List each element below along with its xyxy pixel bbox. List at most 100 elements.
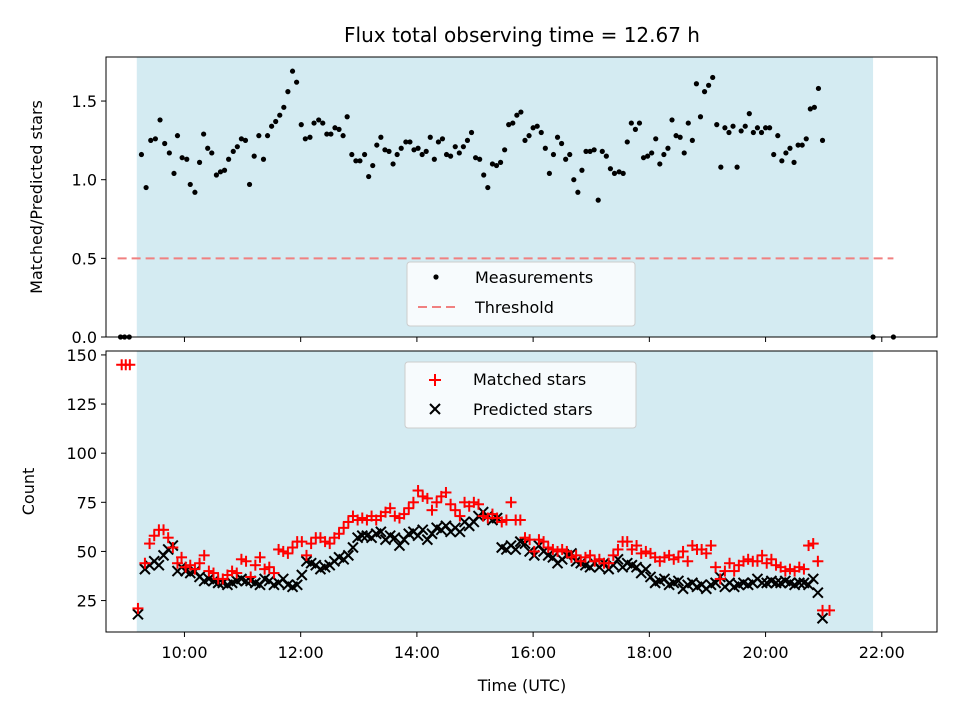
measurement-point xyxy=(171,170,177,177)
matched-point xyxy=(765,553,777,565)
measurement-point xyxy=(701,89,708,95)
matched-point xyxy=(249,559,261,571)
matched-point xyxy=(254,551,266,563)
measurement-point xyxy=(787,145,793,151)
matched-point xyxy=(384,502,396,514)
matched-point xyxy=(305,538,317,550)
measurement-point xyxy=(353,158,359,164)
measurement-point xyxy=(174,133,181,139)
y-tick-label: 25 xyxy=(77,592,97,611)
measurement-point xyxy=(554,134,561,140)
matched-point xyxy=(296,536,308,548)
matched-point xyxy=(421,492,433,504)
count-legend-box xyxy=(404,361,637,429)
measurement-point xyxy=(599,148,605,154)
measurement-point xyxy=(791,159,797,165)
measurement-point xyxy=(260,156,267,162)
measurement-point xyxy=(152,136,158,142)
ratio-y-axis-label: Matched/Predicted stars xyxy=(27,100,46,294)
predicted-point xyxy=(342,549,355,562)
measurement-point xyxy=(673,133,679,139)
measurement-point xyxy=(448,153,454,159)
matched-point xyxy=(167,542,179,554)
measurement-point xyxy=(242,137,249,143)
predicted-point xyxy=(770,577,782,589)
measurement-point xyxy=(407,139,413,145)
matched-point xyxy=(189,563,201,575)
measurement-point xyxy=(669,117,675,123)
count-legend: Matched stars Predicted stars xyxy=(404,361,637,429)
measurement-point xyxy=(439,136,446,142)
matched-point xyxy=(705,540,717,552)
matched-point xyxy=(714,573,726,585)
matched-point xyxy=(524,534,536,546)
measurement-point xyxy=(746,111,752,117)
matched-point xyxy=(139,557,151,569)
measurement-point xyxy=(771,151,777,158)
measurement-point xyxy=(264,133,271,139)
measurement-point xyxy=(238,136,245,142)
measurement-point xyxy=(489,161,496,167)
measurement-point xyxy=(730,123,736,129)
measurement-point xyxy=(148,137,154,143)
measurement-point xyxy=(328,131,334,137)
measurement-point xyxy=(344,114,350,120)
predicted-point xyxy=(756,577,768,589)
matched-point xyxy=(300,549,312,561)
measurement-point xyxy=(460,144,466,150)
matched-point xyxy=(412,485,424,497)
matched-point xyxy=(148,530,160,542)
matched-point xyxy=(807,538,819,550)
measurement-point xyxy=(567,151,573,158)
measurement-point xyxy=(607,166,614,172)
matched-point xyxy=(570,549,582,561)
x-tick-label: 18:00 xyxy=(626,643,672,662)
measurement-point xyxy=(657,161,663,167)
measurement-point xyxy=(587,148,593,154)
y-tick-label: 75 xyxy=(77,493,97,512)
predicted-point xyxy=(132,608,144,621)
measurement-point xyxy=(209,150,215,156)
measurement-point xyxy=(472,155,479,161)
measurement-point xyxy=(205,145,211,151)
predicted-point xyxy=(807,573,819,585)
matched-point xyxy=(333,528,345,540)
measurement-point xyxy=(332,125,338,131)
measurement-point xyxy=(184,156,190,162)
measurement-point xyxy=(681,150,687,156)
matched-point xyxy=(263,561,275,573)
measurement-point xyxy=(636,120,643,126)
measurement-point xyxy=(493,162,500,169)
measurement-point xyxy=(311,120,317,126)
measurement-point xyxy=(273,118,279,125)
ratio-panel: 0.0 0.5 1.0 1.5 Matched/Predicted stars Mea… xyxy=(27,56,938,347)
x-tick-label: 10:00 xyxy=(161,643,207,662)
measurement-point xyxy=(595,197,601,203)
measurement-point xyxy=(783,150,789,156)
count-axes-frame xyxy=(105,350,938,633)
matched-point xyxy=(158,524,170,536)
measurement-point xyxy=(558,140,565,147)
measurement-point xyxy=(370,162,376,169)
legend-measurements-marker xyxy=(433,274,439,280)
measurement-point xyxy=(427,134,433,140)
matched-point xyxy=(514,514,526,526)
measurement-point xyxy=(138,151,145,158)
measurement-point xyxy=(251,153,257,159)
matched-point xyxy=(198,549,210,561)
matched-point xyxy=(677,545,689,557)
predicted-point xyxy=(454,526,466,538)
matched-point xyxy=(403,502,415,514)
measurement-point xyxy=(819,137,826,143)
measurement-point xyxy=(443,151,450,158)
measurement-point xyxy=(285,89,291,95)
measurement-point xyxy=(403,139,409,145)
measurement-point xyxy=(611,170,618,177)
matched-point xyxy=(171,557,183,569)
ratio-axes-frame xyxy=(105,56,938,338)
measurement-point xyxy=(357,158,363,164)
measurement-point xyxy=(226,156,232,162)
measurement-point xyxy=(758,129,765,136)
matched-point xyxy=(449,504,461,516)
predicted-point xyxy=(291,579,303,591)
